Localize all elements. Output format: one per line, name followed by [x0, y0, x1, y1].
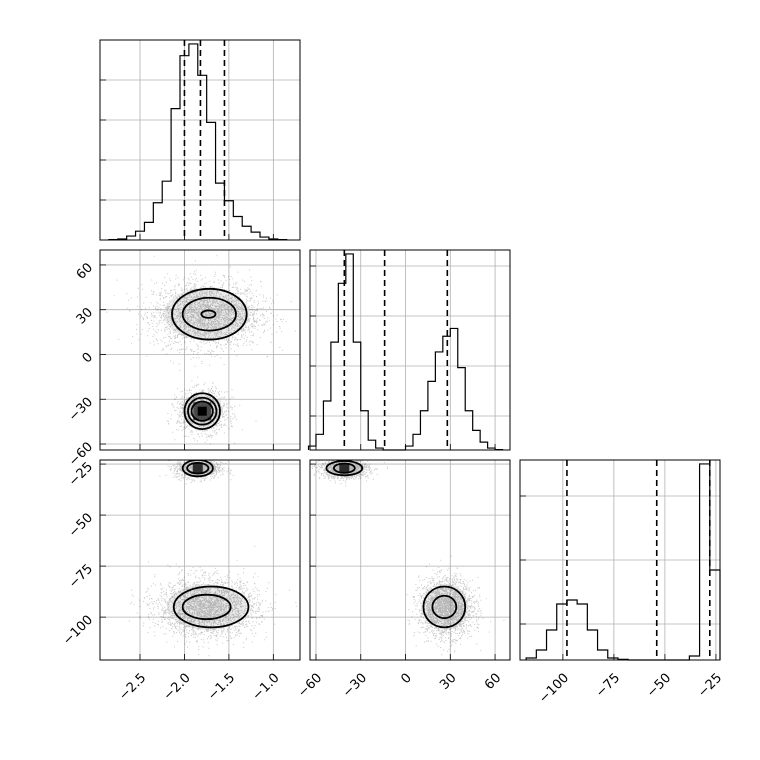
- scatter-2-core-peak: [339, 463, 350, 474]
- x-tick-label-0-3: −1.0: [250, 671, 283, 704]
- scatter-panel-1-2: [309, 459, 511, 661]
- x-tick-label-1-4: 60: [482, 671, 504, 693]
- histogram-1-bars: [307, 253, 504, 451]
- scatter-0-core-peak: [197, 406, 207, 416]
- scatter-panel-0-1: [99, 249, 301, 451]
- y-tick-label-1-1: −30: [66, 395, 96, 425]
- y-tick-label-1-2: 0: [80, 350, 96, 366]
- scatter-0-contour-1: [181, 296, 237, 332]
- scatter-1-cluster-1: [159, 460, 234, 485]
- scatter-0-cluster-0: [106, 255, 296, 382]
- histogram-panel-1: [307, 249, 511, 451]
- scatter-0-contour-3: [183, 392, 221, 431]
- x-tick-label-0-0: −2.5: [116, 671, 149, 704]
- x-tick-label-0-1: −2.0: [161, 671, 194, 704]
- scatter-1-frame: [99, 459, 301, 661]
- scatter-0-contour-2: [200, 309, 217, 319]
- histogram-panel-2: [519, 459, 721, 661]
- scatter-1-core-peak: [192, 463, 203, 474]
- x-tick-label-1-2: 0: [398, 671, 414, 687]
- scatter-panel-0-2: [99, 459, 301, 661]
- scatter-2-contour-1: [431, 594, 458, 620]
- x-tick-label-1-3: 30: [437, 671, 459, 693]
- x-tick-label-2-2: −50: [644, 671, 674, 701]
- scatter-1-contour-1: [181, 593, 232, 621]
- histogram-2-bars: [525, 463, 721, 661]
- x-tick-label-1-0: −60: [295, 671, 325, 701]
- scatter-0-contours: [171, 287, 248, 431]
- x-tick-label-2-1: −75: [593, 671, 623, 701]
- scatter-0-contour-0: [171, 287, 248, 341]
- histogram-0-frame: [99, 39, 301, 241]
- x-tick-label-1-1: −30: [340, 671, 370, 701]
- scatter-2-frame: [309, 459, 511, 661]
- scatter-2-contour-2: [325, 460, 364, 477]
- scatter-0-contour-5: [190, 400, 214, 422]
- scatter-1-contour-3: [186, 461, 210, 475]
- scatter-1-density-0: [166, 584, 247, 630]
- scatter-1-contours: [172, 460, 250, 629]
- y-tick-label-2-0: −100: [60, 613, 96, 649]
- scatter-0-contour-4: [187, 396, 218, 426]
- scatter-0-frame: [99, 249, 301, 451]
- histogram-1-frame: [309, 249, 511, 451]
- scatter-0-points: [106, 255, 296, 445]
- histogram-0-bars: [108, 43, 288, 241]
- histogram-2-frame: [519, 459, 721, 661]
- scatter-2-contour-3: [332, 462, 356, 474]
- scatter-1-contour-0: [172, 585, 250, 629]
- scatter-2-contours: [325, 460, 467, 629]
- x-tick-label-2-3: −25: [695, 671, 725, 701]
- scatter-2-cluster-1: [311, 460, 389, 487]
- y-tick-label-1-3: 30: [74, 305, 96, 327]
- x-tick-label-2-0: −100: [536, 671, 572, 707]
- scatter-2-density-0: [424, 584, 468, 630]
- histogram-panel-0: [99, 39, 301, 241]
- y-tick-label-2-2: −50: [66, 511, 96, 541]
- x-tick-label-0-2: −1.5: [205, 671, 238, 704]
- y-tick-label-1-4: 60: [74, 260, 96, 282]
- scatter-1-cluster-0: [128, 545, 297, 657]
- scatter-1-contour-2: [181, 460, 214, 478]
- y-tick-label-2-1: −75: [66, 562, 96, 592]
- scatter-0-density-0: [164, 287, 250, 341]
- scatter-1-points: [128, 460, 297, 657]
- scatter-2-contour-0: [422, 585, 467, 629]
